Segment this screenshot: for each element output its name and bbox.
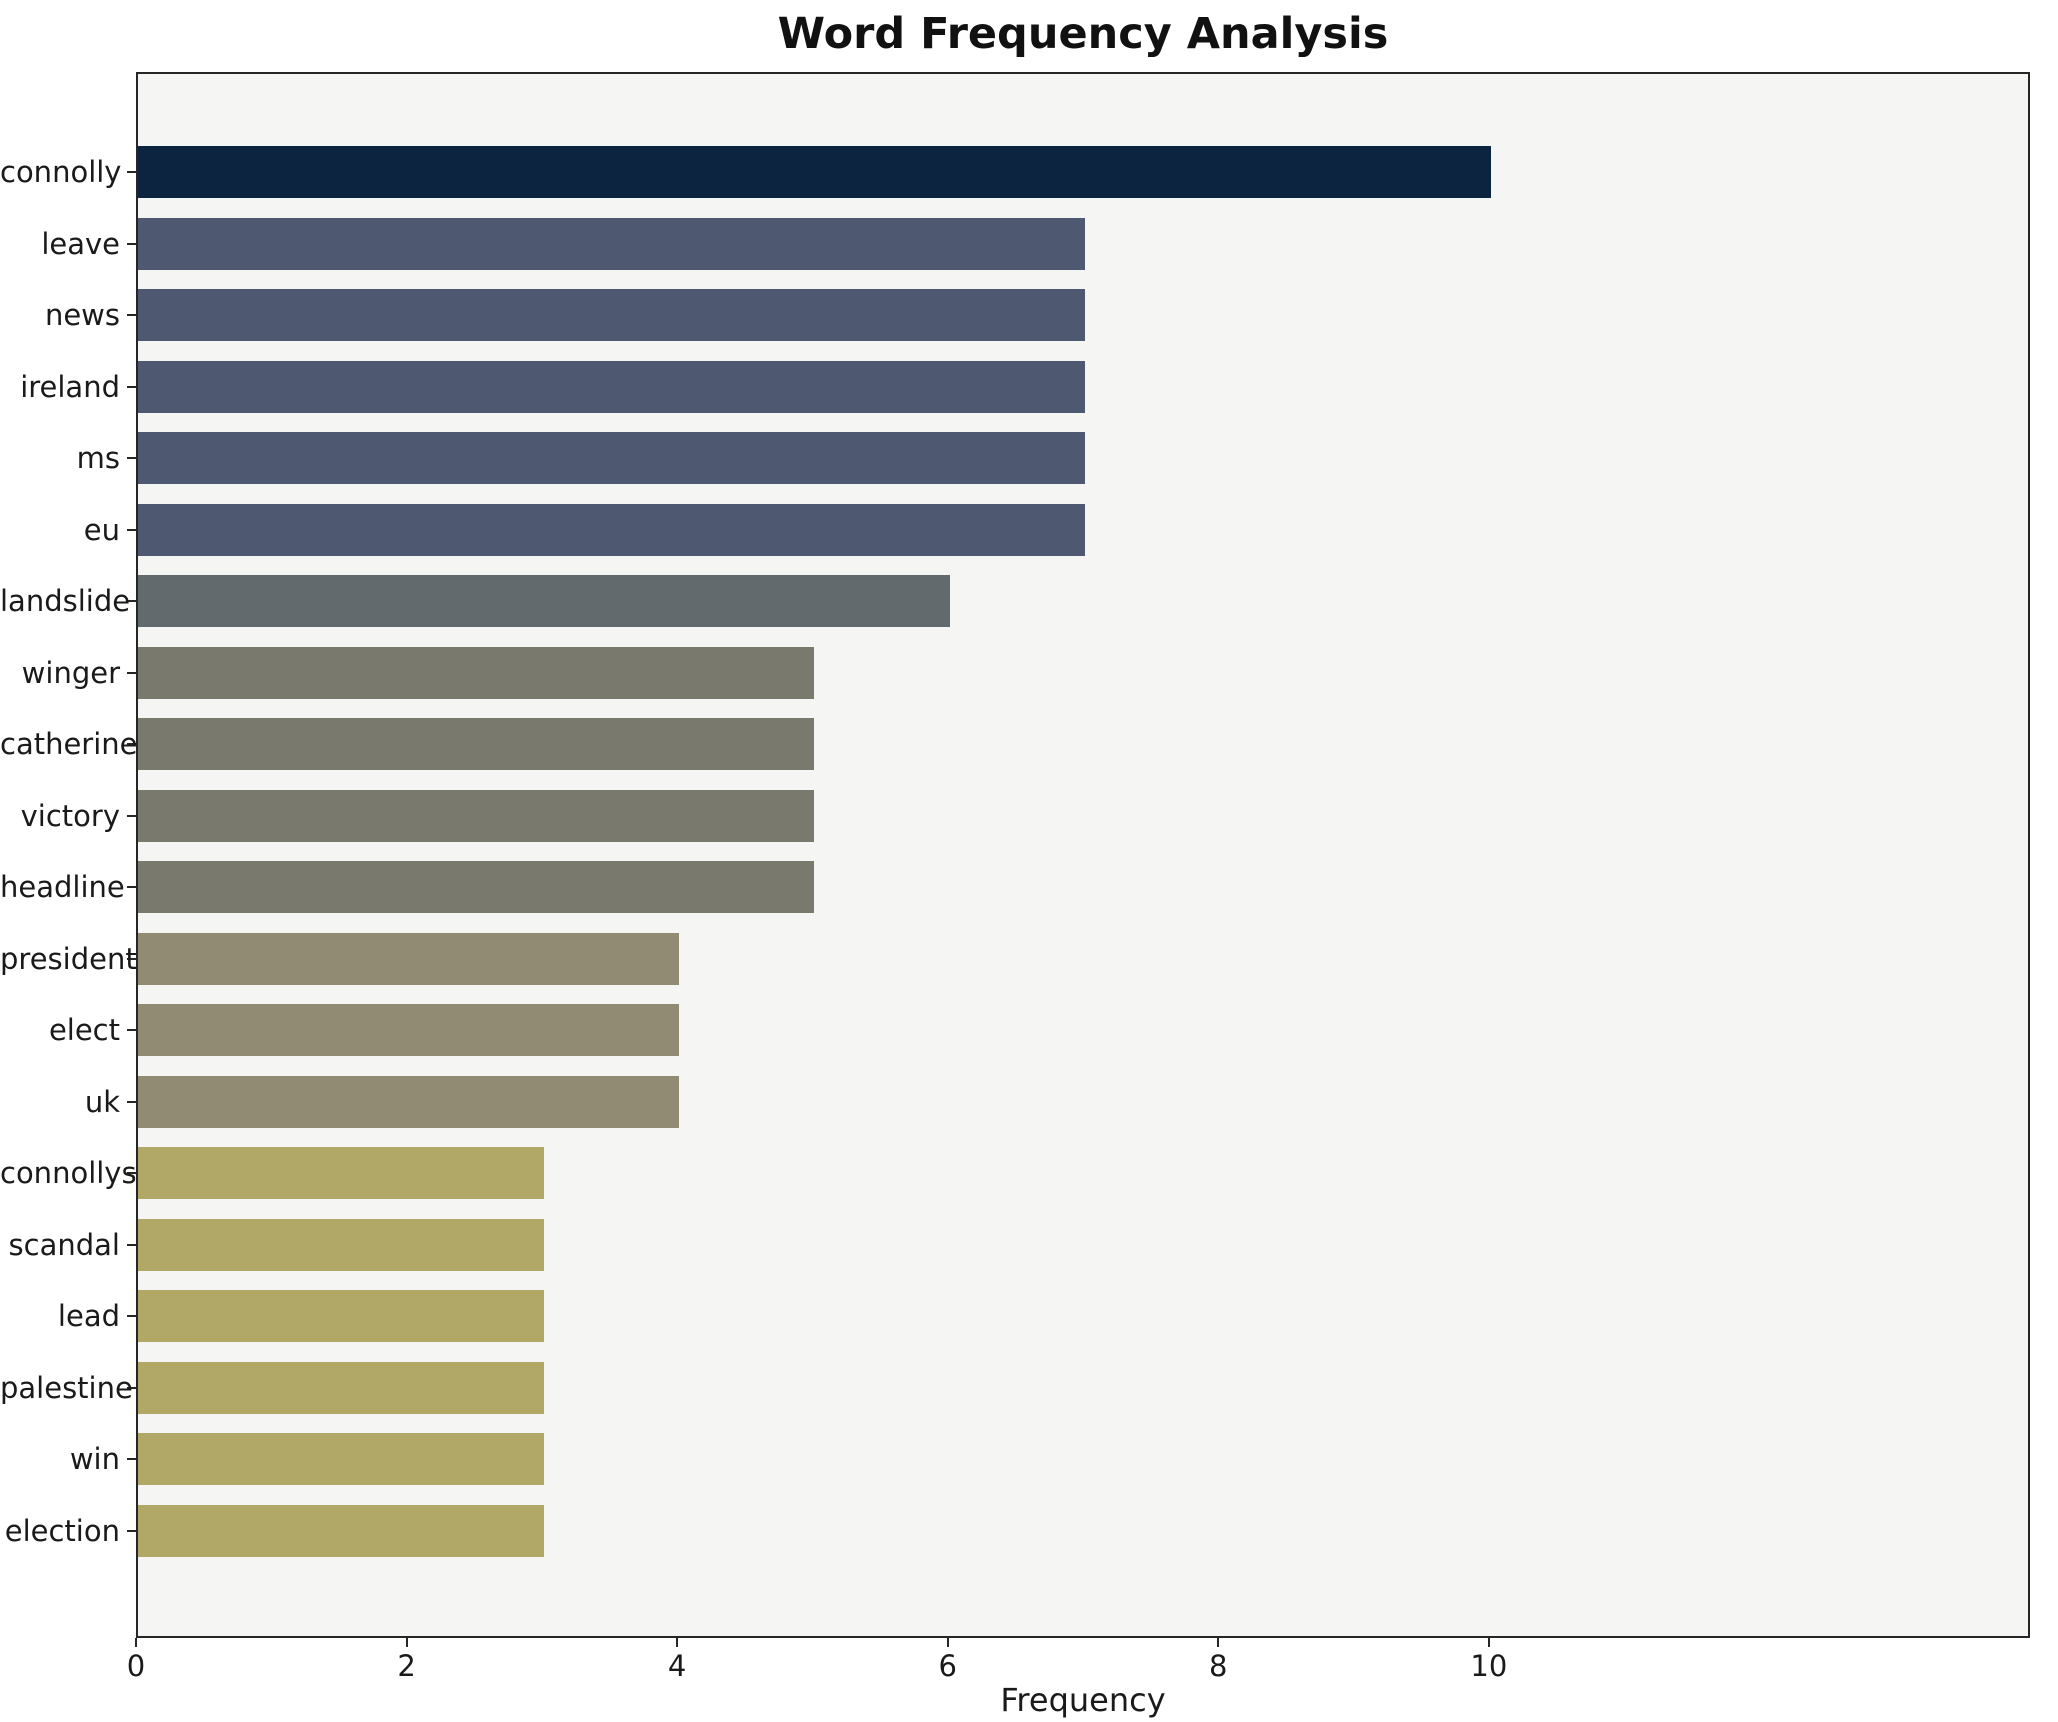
- y-axis-tick: [127, 671, 136, 674]
- bar-ms: [138, 432, 1085, 484]
- bar-election: [138, 1504, 544, 1557]
- x-axis-tick-label: 10: [1470, 1649, 1508, 1683]
- plot-area: [136, 72, 2030, 1638]
- y-axis-tick: [127, 814, 136, 817]
- y-axis-tick: [127, 957, 136, 960]
- bar-eu: [138, 503, 1085, 556]
- bar-palestine: [138, 1361, 544, 1414]
- y-axis-tick: [127, 1029, 136, 1031]
- bar-winger: [138, 646, 814, 699]
- bar-win: [138, 1433, 544, 1485]
- x-axis-tick: [405, 1638, 408, 1647]
- y-axis-tick: [127, 1172, 136, 1174]
- bar-leave: [138, 217, 1085, 270]
- x-axis-tick: [135, 1638, 137, 1647]
- y-axis-tick: [127, 743, 136, 745]
- x-axis-tick-label: 0: [126, 1649, 146, 1683]
- y-axis-tick-label: eu: [83, 512, 120, 547]
- bar-lead: [138, 1290, 544, 1342]
- x-axis-label: Frequency: [1000, 1681, 1166, 1719]
- x-axis-tick-label: 8: [1209, 1649, 1228, 1683]
- y-axis-tick-label: headline: [0, 870, 125, 904]
- y-axis-tick-label: leave: [41, 226, 120, 261]
- y-axis-tick: [127, 600, 136, 602]
- y-axis-tick-label: ms: [76, 441, 120, 475]
- y-axis-tick-label: elect: [48, 1013, 120, 1047]
- x-axis-tick: [1487, 1638, 1490, 1647]
- y-axis-tick-label: winger: [21, 655, 120, 690]
- bar-victory: [138, 789, 814, 842]
- y-axis-tick-label: connolly: [0, 155, 122, 189]
- y-axis-tick-label: landslide: [0, 584, 131, 618]
- y-axis-tick-label: scandal: [8, 1227, 120, 1262]
- y-axis-tick-label: victory: [20, 798, 120, 833]
- x-axis-tick-label: 4: [667, 1649, 687, 1683]
- y-axis-tick: [127, 886, 136, 888]
- y-axis-tick-label: win: [69, 1442, 120, 1476]
- y-axis-tick: [127, 528, 136, 531]
- y-axis-tick: [127, 1243, 136, 1246]
- bar-uk: [138, 1075, 679, 1128]
- y-axis-tick-label: connollys: [0, 1156, 137, 1190]
- bar-ireland: [138, 360, 1085, 413]
- y-axis-tick-label: uk: [84, 1084, 120, 1119]
- y-axis-tick: [127, 1458, 136, 1460]
- y-axis-tick-label: news: [44, 298, 120, 332]
- y-axis-tick-label: catherine: [0, 727, 138, 761]
- bar-catherine: [138, 718, 814, 770]
- y-axis-tick: [127, 1529, 136, 1532]
- bar-elect: [138, 1004, 679, 1056]
- x-axis-tick-label: 6: [938, 1649, 957, 1683]
- y-axis-tick: [127, 1315, 136, 1317]
- x-axis-tick: [946, 1638, 949, 1647]
- bar-headline: [138, 861, 814, 913]
- y-axis-tick-label: president: [0, 941, 137, 976]
- bar-president: [138, 932, 679, 985]
- y-axis-tick-label: palestine: [0, 1370, 133, 1405]
- y-axis-tick: [127, 1386, 136, 1389]
- y-axis-tick: [127, 385, 136, 388]
- y-axis-tick: [127, 457, 136, 459]
- y-axis-tick: [127, 1100, 136, 1103]
- bar-connollys: [138, 1147, 544, 1199]
- x-axis-tick-label: 2: [397, 1649, 416, 1683]
- bar-landslide: [138, 575, 950, 627]
- y-axis-tick: [127, 171, 136, 173]
- bar-news: [138, 289, 1085, 341]
- y-axis-tick-label: lead: [57, 1299, 120, 1333]
- chart-title: Word Frequency Analysis: [777, 9, 1389, 59]
- y-axis-tick: [127, 242, 136, 245]
- y-axis-tick-label: election: [4, 1513, 120, 1548]
- bar-connolly: [138, 146, 1491, 198]
- y-axis-tick: [127, 314, 136, 316]
- x-axis-tick: [1217, 1638, 1220, 1647]
- x-axis-tick: [676, 1638, 679, 1647]
- bar-scandal: [138, 1218, 544, 1271]
- y-axis-tick-label: ireland: [20, 369, 120, 404]
